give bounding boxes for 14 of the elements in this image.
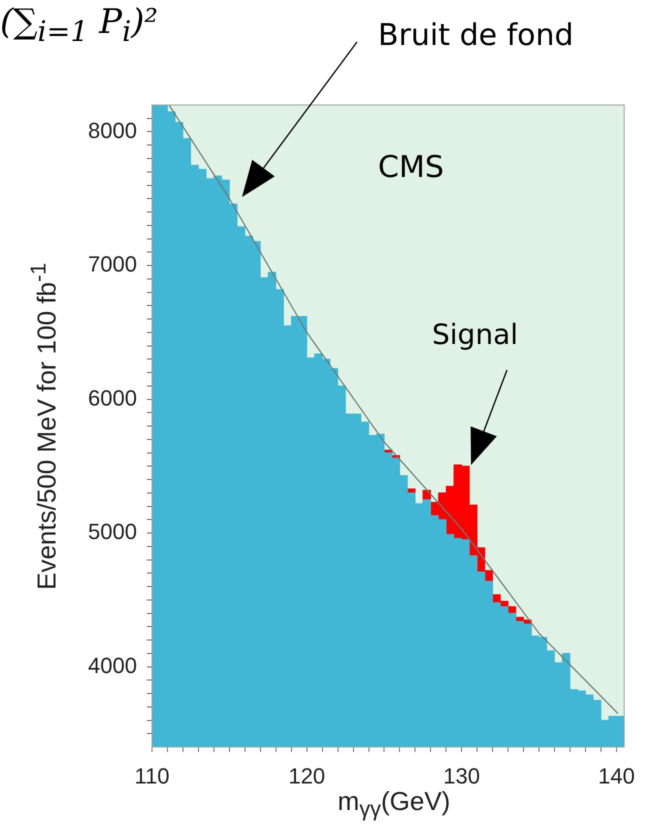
x-tick-label: 140 bbox=[598, 763, 635, 788]
annotation: CMS bbox=[378, 150, 444, 185]
x-tick-label: 120 bbox=[288, 763, 326, 788]
x-axis-title: m$_{γγ}$(GeV) bbox=[338, 786, 450, 822]
y-tick-label: 6000 bbox=[88, 385, 137, 410]
x-tick-label: 130 bbox=[443, 763, 480, 788]
y-tick-label: 7000 bbox=[88, 252, 137, 277]
text: (∑$_{i=1}$ P$_{i}$)² bbox=[0, 2, 158, 48]
y-tick-label: 4000 bbox=[88, 652, 137, 678]
annotation: Signal bbox=[432, 318, 518, 351]
y-tick-label: 8000 bbox=[88, 118, 137, 143]
text: Bruit de fond bbox=[378, 18, 574, 53]
y-tick-label: 5000 bbox=[88, 519, 137, 544]
x-tick-label: 110 bbox=[134, 763, 170, 788]
